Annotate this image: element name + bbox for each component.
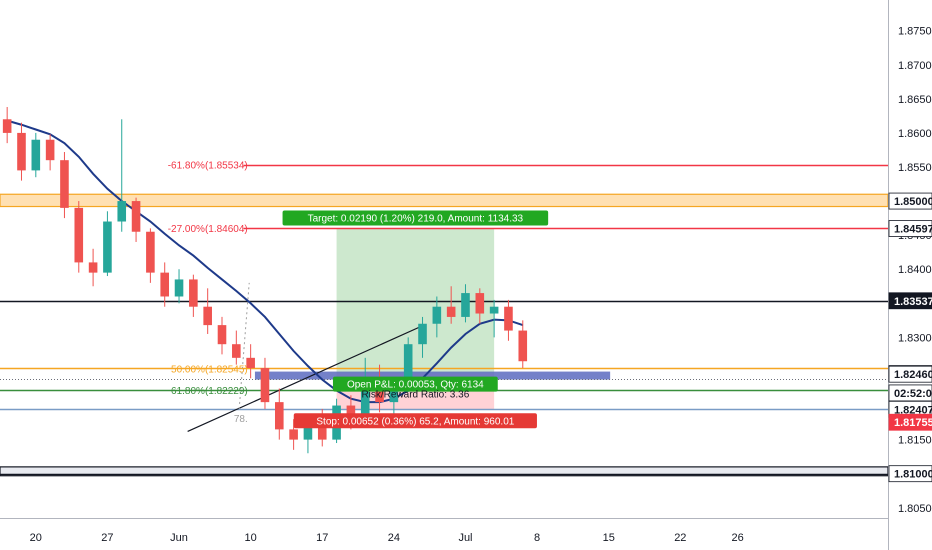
candle-body-6 (88, 262, 98, 273)
candle-body-27 (389, 385, 399, 403)
candle-body-31 (446, 306, 456, 317)
candle-body-21 (303, 425, 313, 440)
fib-label-0: -61.80%(1.85534) (168, 161, 248, 172)
y-tick-9: 1.83000 (898, 332, 932, 344)
y-tick-4: 1.85500 (898, 162, 932, 174)
price-label-1: 1.84597 (894, 224, 932, 236)
y-tick-2: 1.86500 (898, 94, 932, 106)
open-pl-label-bg (332, 376, 498, 392)
candle-body-13 (189, 279, 198, 307)
candle-body-3 (45, 139, 55, 161)
open-pl-label: Open P&L: 0.00053, Qty: 6134 (347, 380, 484, 391)
x-tick-3: 10 (245, 532, 257, 544)
candle-body-7 (103, 221, 112, 273)
price-label-0: 1.85000 (894, 196, 932, 208)
candle-body-32 (461, 293, 470, 317)
candle-body-8 (117, 201, 127, 222)
stop-label: Stop: 0.00652 (0.36%) 65.2, Amount: 960.… (316, 416, 514, 427)
candle-body-0 (2, 119, 12, 133)
moving-average-line (6, 119, 524, 404)
candle-body-17 (246, 357, 255, 369)
trendline-0 (187, 324, 425, 432)
candle-body-16 (232, 344, 241, 358)
price-label-8: 1.81000 (894, 469, 932, 481)
candle-body-12 (174, 279, 184, 297)
price-axis-bg (888, 0, 932, 550)
price-label-bg-2 (888, 292, 932, 310)
candle-body-29 (418, 323, 427, 345)
candle-body-33 (475, 293, 485, 314)
candle-body-2 (31, 139, 41, 171)
candle-body-1 (17, 132, 26, 171)
candle-body-10 (146, 231, 155, 273)
candle-body-5 (74, 207, 84, 263)
candle-body-22 (317, 425, 327, 440)
candle-body-35 (504, 306, 513, 331)
x-tick-7: 8 (534, 532, 540, 544)
target-label: Target: 0.02190 (1.20%) 219.0, Amount: 1… (308, 214, 524, 225)
rr-label: Risk/Reward Ratio: 3.36 (361, 390, 469, 401)
fib-label-4: 78. (234, 414, 248, 425)
candle-body-15 (217, 325, 227, 345)
candle-body-28 (403, 344, 413, 386)
x-tick-0: 20 (30, 532, 42, 544)
x-tick-6: Jul (458, 532, 472, 544)
y-tick-0: 1.87500 (898, 26, 932, 38)
x-tick-9: 22 (674, 532, 686, 544)
x-tick-1: 27 (101, 532, 113, 544)
price-label-bg-1 (888, 220, 932, 237)
price-label-6: 1.82407 (894, 404, 932, 416)
x-tick-8: 15 (603, 532, 615, 544)
price-label-bg-4 (888, 365, 932, 383)
candle-body-9 (131, 201, 141, 232)
price-label-bg-7 (888, 413, 932, 431)
y-tick-14: 1.80500 (898, 503, 932, 515)
price-label-2: 1.83537 (894, 296, 932, 308)
target-label-bg (282, 210, 549, 226)
candle-body-14 (203, 306, 212, 326)
candle-body-4 (60, 160, 69, 208)
y-tick-1: 1.87000 (898, 60, 932, 72)
x-tick-2: Jun (170, 532, 188, 544)
price-label-5: 02:52:07 (894, 388, 932, 400)
stop-label-bg (293, 413, 537, 429)
candle-body-34 (489, 306, 499, 314)
y-tick-12: 1.81500 (898, 435, 932, 447)
candle-body-36 (518, 330, 528, 362)
price-label-bg-0 (888, 192, 932, 210)
price-label-7: 1.81755 (894, 417, 932, 429)
candle-body-25 (360, 378, 370, 423)
entry-band (254, 371, 611, 380)
y-tick-7: 1.84000 (898, 264, 932, 276)
x-tick-4: 17 (316, 532, 328, 544)
candle-body-11 (160, 272, 170, 297)
fib-label-3: 61.80%(1.82229) (171, 386, 248, 397)
candle-body-19 (274, 402, 284, 430)
y-tick-3: 1.86000 (898, 128, 932, 140)
trendline-1 (238, 282, 250, 409)
x-tick-5: 24 (388, 532, 400, 544)
price-label-bg-8 (888, 465, 932, 483)
candle-body-30 (432, 306, 442, 324)
x-tick-10: 26 (731, 532, 743, 544)
price-label-4: 1.82460 (894, 369, 932, 381)
fib-label-2: 50.00%(1.82545) (171, 364, 248, 375)
candle-body-18 (260, 368, 270, 403)
candle-body-20 (289, 429, 298, 440)
fib-label-1: -27.00%(1.84604) (168, 224, 248, 235)
